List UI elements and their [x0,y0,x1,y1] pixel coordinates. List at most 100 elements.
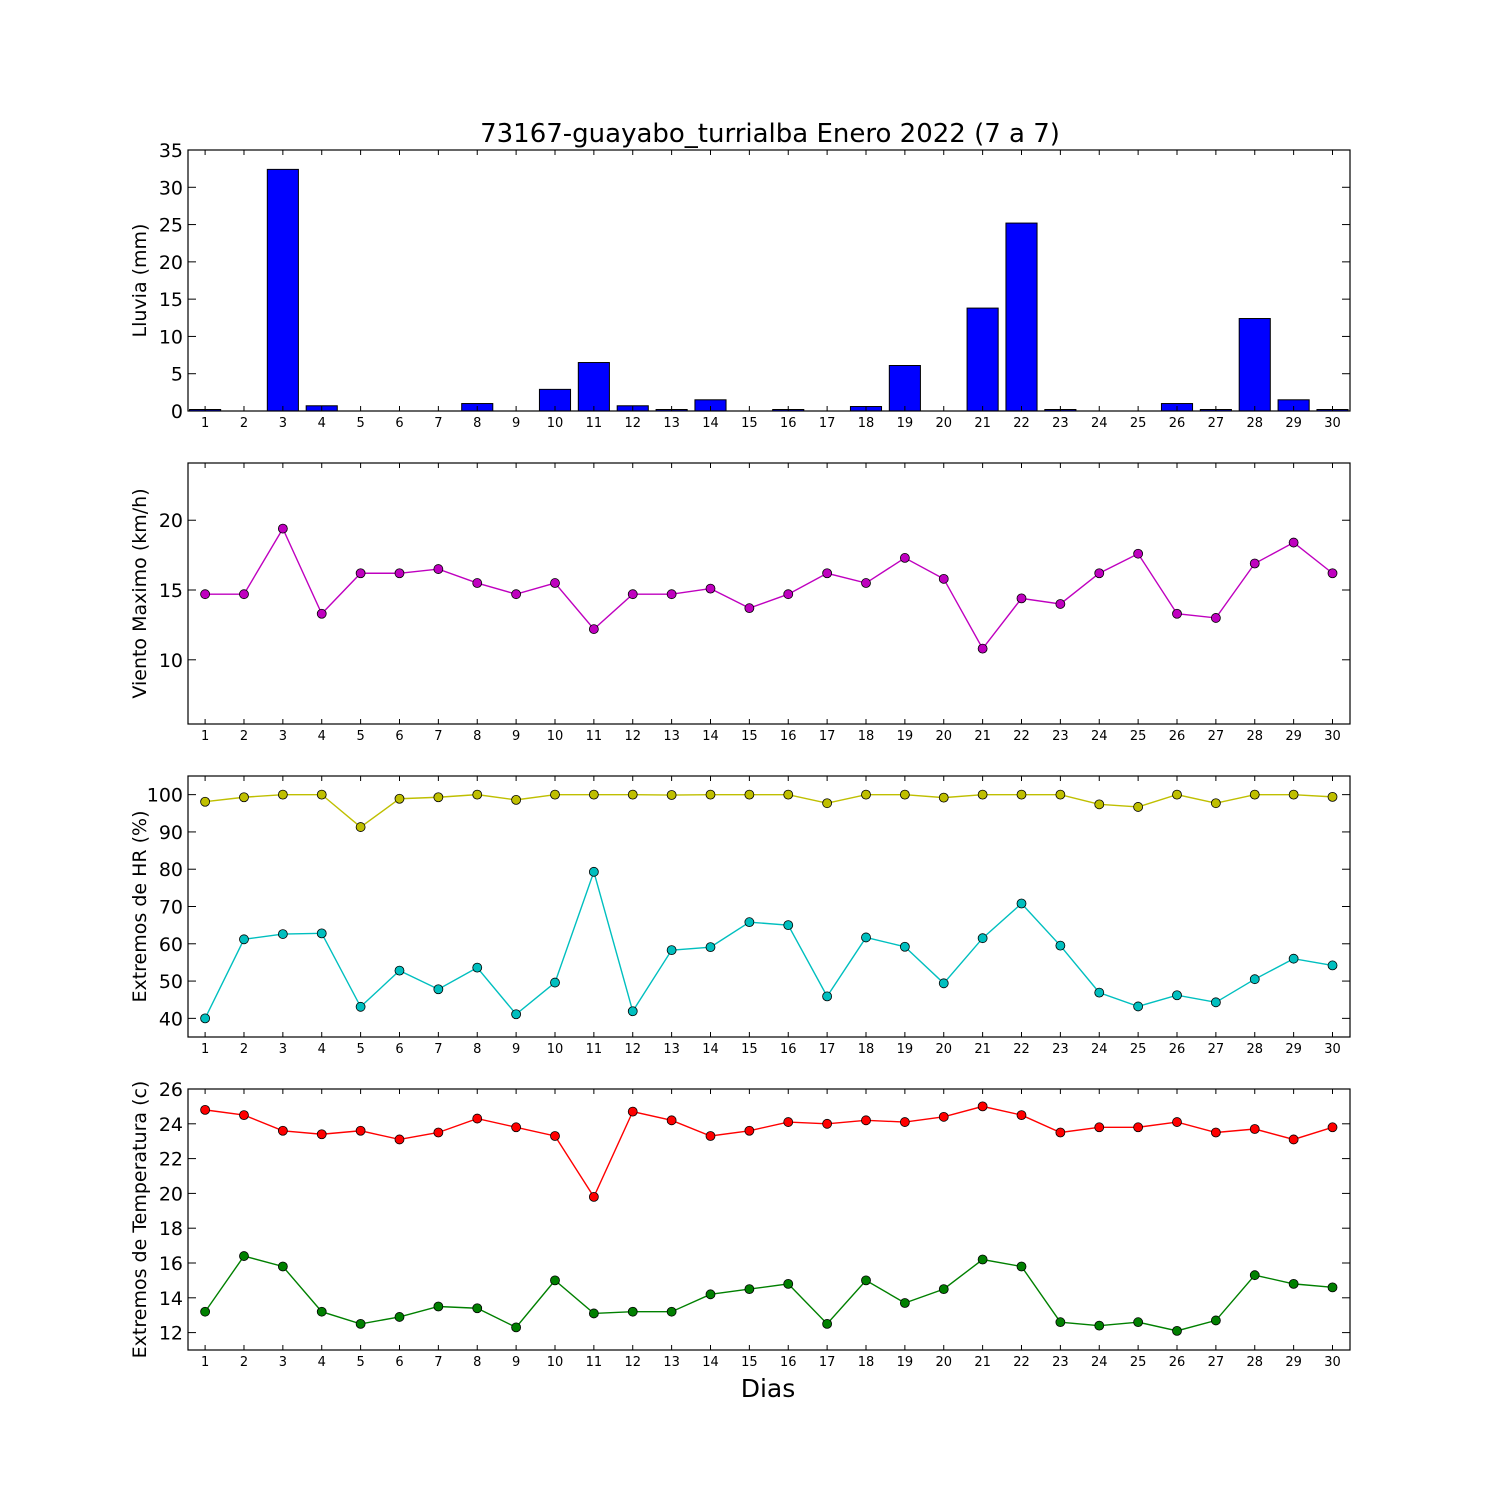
x-tick-label: 22 [1013,1042,1030,1057]
point-s2-day-9 [511,1322,522,1333]
y-tick-label: 20 [159,510,183,532]
point-s1-day-8 [472,1113,483,1124]
point-s1-day-22 [1016,593,1027,604]
x-tick-label: 27 [1208,1355,1225,1370]
x-tick-label: 15 [741,729,758,744]
x-tick-label: 1 [201,1042,209,1057]
x-tick-label: 24 [1091,729,1108,744]
point-s1-day-23 [1055,1127,1066,1138]
y-tick-label: 22 [159,1149,183,1171]
x-tick-label: 6 [395,729,403,744]
x-tick-label: 7 [434,729,442,744]
y-tick-label: 16 [159,1253,183,1275]
x-tick-label: 25 [1130,416,1147,431]
y-tick-label: 15 [159,289,183,311]
x-tick-label: 17 [819,1042,836,1057]
point-s2-day-9 [511,1009,522,1020]
point-s1-day-28 [1249,1124,1260,1134]
y-tick-label: 12 [159,1323,183,1345]
x-tick-label: 2 [240,1042,248,1057]
point-s2-day-2 [239,934,249,945]
x-tick-label: 23 [1052,416,1069,431]
point-s1-day-25 [1133,802,1144,812]
x-tick-label: 30 [1324,1355,1341,1370]
point-s1-day-15 [744,603,755,614]
point-s1-day-27 [1210,613,1221,623]
point-s1-day-18 [861,578,871,588]
point-s1-day-29 [1288,789,1299,800]
point-s1-day-14 [705,789,716,800]
x-tick-label: 28 [1246,1042,1263,1057]
x-tick-label: 5 [356,416,364,431]
point-s1-day-18 [861,1115,871,1126]
x-tick-label: 12 [624,1355,641,1370]
point-s1-day-2 [239,792,249,803]
y-tick-label: 90 [159,822,183,844]
y-tick-label: 60 [159,934,183,956]
x-tick-label: 21 [974,1042,991,1057]
x-tick-label: 7 [434,1355,442,1370]
x-tick-label: 23 [1052,1042,1069,1057]
point-s1-day-11 [588,789,599,800]
point-s1-day-30 [1327,568,1338,579]
point-s1-day-10 [550,789,560,800]
point-s1-day-26 [1172,608,1182,619]
point-s1-day-18 [861,789,871,800]
series-line-1 [205,793,1333,828]
point-s2-day-17 [822,991,833,1002]
point-s2-day-1 [200,1013,211,1024]
point-s1-day-15 [744,789,755,800]
point-s1-day-29 [1288,537,1299,548]
point-s1-day-17 [822,568,833,579]
y-tick-label: 35 [159,140,183,162]
point-s1-day-25 [1133,548,1144,559]
y-tick-label: 80 [159,859,183,881]
point-s1-day-22 [1016,1110,1027,1120]
point-s1-day-27 [1210,798,1221,809]
point-s1-day-30 [1327,1122,1338,1133]
point-s1-day-4 [316,608,327,619]
point-s2-day-26 [1172,1325,1182,1336]
plot-area [200,523,1338,654]
point-s2-day-21 [977,933,988,944]
point-s2-day-6 [394,1312,405,1322]
x-tick-label: 5 [356,1355,364,1370]
x-tick-label: 20 [935,1042,952,1057]
point-s1-day-4 [316,789,327,800]
point-s2-day-17 [822,1319,833,1329]
y-tick-label: 50 [159,971,183,993]
bar-day-22 [1005,222,1038,411]
point-s2-day-18 [861,932,871,943]
point-s2-day-28 [1249,1270,1260,1281]
x-tick-label: 12 [624,1042,641,1057]
y-tick-label: 20 [159,252,183,274]
point-s1-day-25 [1133,1122,1144,1133]
x-tick-label: 12 [624,729,641,744]
point-s1-day-22 [1016,789,1027,800]
bar-day-11 [577,362,610,411]
point-s1-day-7 [433,792,444,803]
x-tick-label: 5 [356,1042,364,1057]
x-tick-label: 22 [1013,1355,1030,1370]
point-s1-day-5 [355,568,366,579]
x-tick-label: 17 [819,1355,836,1370]
x-tick-label: 6 [395,1355,403,1370]
point-s2-day-8 [472,1303,483,1314]
x-tick-label: 5 [356,729,364,744]
point-s2-day-29 [1288,1278,1299,1289]
point-s1-day-30 [1327,791,1338,802]
x-tick-label: 10 [547,1355,564,1370]
x-tick-label: 14 [702,729,719,744]
x-tick-label: 8 [473,416,481,431]
x-tick-label: 20 [935,729,952,744]
point-s2-day-30 [1327,960,1338,971]
x-tick-label: 27 [1208,1042,1225,1057]
point-s1-day-11 [588,1191,599,1202]
point-s1-day-9 [511,589,522,600]
x-tick-label: 9 [512,729,520,744]
x-tick-label: 13 [663,1355,680,1370]
point-s2-day-27 [1210,1315,1221,1326]
x-axis-label: Dias [741,1374,796,1403]
x-tick-label: 14 [702,1042,719,1057]
